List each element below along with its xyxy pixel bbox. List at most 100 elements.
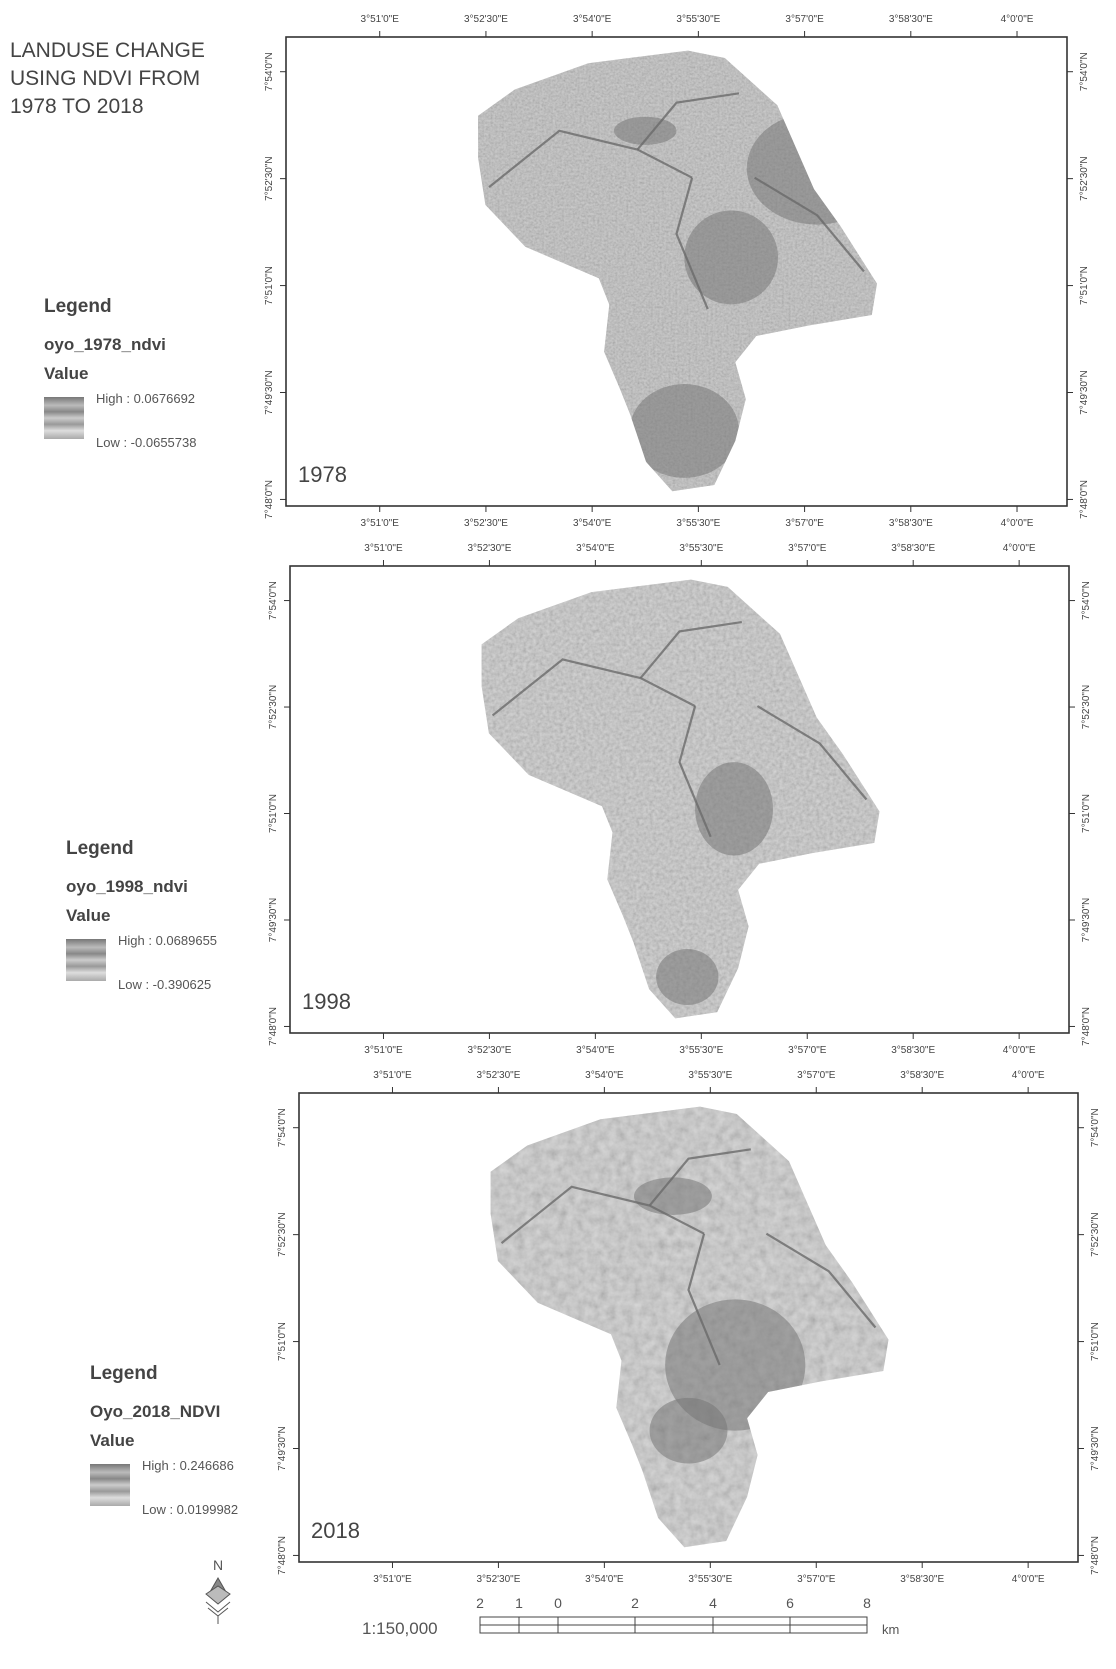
x-tick-label: 4°0'0"E	[1012, 1070, 1045, 1081]
dark-area	[656, 949, 718, 1005]
legend-layer: oyo_1978_ndvi	[44, 335, 166, 354]
x-tick-label: 4°0'0"E	[1003, 543, 1036, 554]
y-tick-label: 7°54'0"N	[277, 1108, 288, 1147]
y-tick-label: 7°51'0"N	[277, 1322, 288, 1361]
scale-label: 4	[709, 1595, 717, 1611]
y-tick-label: 7°49'30"N	[1081, 898, 1092, 943]
legend: LegendOyo_2018_NDVIValueHigh : 0.246686L…	[90, 1363, 238, 1517]
y-tick-label: 7°49'30"N	[268, 898, 279, 943]
y-tick-label: 7°48'0"N	[1090, 1536, 1101, 1575]
y-tick-label: 7°52'30"N	[1079, 156, 1090, 201]
y-tick-label: 7°48'0"N	[268, 1007, 279, 1046]
x-tick-label: 3°54'0"E	[573, 518, 612, 529]
x-tick-label: 3°57'0"E	[788, 543, 827, 554]
dark-area	[634, 1177, 712, 1215]
legend: Legendoyo_1978_ndviValueHigh : 0.0676692…	[44, 296, 196, 450]
x-tick-label: 3°54'0"E	[576, 1045, 615, 1056]
y-tick-label: 7°52'30"N	[268, 685, 279, 730]
x-tick-label: 3°57'0"E	[785, 14, 824, 25]
x-tick-label: 3°58'30"E	[891, 543, 935, 554]
y-tick-label: 7°52'30"N	[1090, 1212, 1101, 1257]
x-tick-label: 3°57'0"E	[797, 1070, 836, 1081]
x-tick-label: 3°52'30"E	[476, 1574, 520, 1585]
x-tick-label: 3°58'30"E	[900, 1070, 944, 1081]
y-tick-label: 7°51'0"N	[268, 794, 279, 833]
dark-area	[747, 112, 888, 225]
y-tick-label: 7°49'30"N	[264, 370, 275, 415]
x-tick-label: 3°58'30"E	[889, 14, 933, 25]
x-tick-label: 3°55'30"E	[676, 14, 720, 25]
x-tick-label: 3°55'30"E	[679, 1045, 723, 1056]
x-tick-label: 3°58'30"E	[900, 1574, 944, 1585]
x-tick-label: 3°58'30"E	[891, 1045, 935, 1056]
x-tick-label: 3°51'0"E	[364, 1045, 403, 1056]
x-tick-label: 3°51'0"E	[364, 543, 403, 554]
legend-field: Value	[44, 364, 88, 383]
y-tick-label: 7°48'0"N	[277, 1536, 288, 1575]
y-tick-label: 7°54'0"N	[1081, 581, 1092, 620]
legend-low: Low : -0.390625	[118, 977, 211, 992]
x-tick-label: 3°54'0"E	[585, 1574, 624, 1585]
y-tick-label: 7°49'30"N	[277, 1426, 288, 1471]
y-tick-label: 7°48'0"N	[264, 480, 275, 519]
map-panel: 3°51'0"E3°51'0"E3°52'30"E3°52'30"E3°54'0…	[268, 543, 1092, 1056]
scale-label: 6	[786, 1595, 794, 1611]
y-tick-label: 7°48'0"N	[1079, 480, 1090, 519]
scale-label: 1	[515, 1595, 523, 1611]
legend-low: Low : 0.0199982	[142, 1502, 238, 1517]
scale-segment	[713, 1617, 790, 1625]
x-tick-label: 3°51'0"E	[373, 1574, 412, 1585]
title-line: 1978 TO 2018	[10, 95, 144, 118]
scale-segment	[635, 1625, 713, 1633]
y-tick-label: 7°51'0"N	[1090, 1322, 1101, 1361]
texture-group	[299, 1093, 1078, 1562]
scale-label: 2	[476, 1595, 484, 1611]
legend-high: High : 0.0689655	[118, 933, 217, 948]
texture-group	[290, 566, 1069, 1033]
y-tick-label: 7°49'30"N	[1090, 1426, 1101, 1471]
legend-high: High : 0.0676692	[96, 391, 195, 406]
x-tick-label: 3°52'30"E	[464, 518, 508, 529]
y-tick-label: 7°54'0"N	[264, 52, 275, 91]
x-tick-label: 3°54'0"E	[573, 14, 612, 25]
legend-swatch	[90, 1464, 130, 1506]
x-tick-label: 3°54'0"E	[576, 543, 615, 554]
y-tick-label: 7°54'0"N	[1090, 1108, 1101, 1147]
y-tick-label: 7°48'0"N	[1081, 1007, 1092, 1046]
body: N LANDUSE CHANGE USING NDVI FROM 1978 TO 2…	[0, 0, 1116, 1664]
y-tick-label: 7°51'0"N	[1079, 266, 1090, 305]
x-tick-label: 3°55'30"E	[679, 543, 723, 554]
x-tick-label: 3°51'0"E	[361, 518, 400, 529]
north-arrow: N	[206, 1557, 230, 1624]
x-tick-label: 3°55'30"E	[676, 518, 720, 529]
y-tick-label: 7°54'0"N	[1079, 52, 1090, 91]
scale-segment	[790, 1625, 867, 1633]
map-panel: 3°51'0"E 3°51'0"E 3°52'30"E 3°52'30"E 3°54'0…	[264, 14, 1090, 529]
scale-segment	[480, 1617, 519, 1625]
scale-label: 0	[554, 1595, 562, 1611]
scale-ratio: 1:150,000	[362, 1619, 438, 1638]
scale-label: 2	[631, 1595, 639, 1611]
legend-layer: Oyo_2018_NDVI	[90, 1402, 220, 1421]
legend-low: Low : -0.0655738	[96, 435, 196, 450]
title-line: USING NDVI FROM	[10, 67, 200, 90]
texture-group	[286, 37, 1067, 506]
dark-area	[684, 211, 778, 305]
title-line: LANDUSE CHANGE	[10, 39, 205, 62]
dark-area	[630, 384, 739, 478]
legend-heading: Legend	[90, 1363, 158, 1384]
x-tick-label: 3°54'0"E	[585, 1070, 624, 1081]
y-tick-label: 7°52'30"N	[277, 1212, 288, 1257]
x-tick-label: 3°52'30"E	[464, 14, 508, 25]
y-tick-label: 7°52'30"N	[1081, 685, 1092, 730]
x-tick-label: 3°58'30"E	[889, 518, 933, 529]
x-tick-label: 4°0'0"E	[1003, 1045, 1036, 1056]
x-tick-label: 4°0'0"E	[1012, 1574, 1045, 1585]
x-tick-label: 4°0'0"E	[1001, 14, 1034, 25]
legend-heading: Legend	[66, 838, 134, 859]
x-tick-label: 3°57'0"E	[788, 1045, 827, 1056]
legend-field: Value	[66, 906, 110, 925]
x-tick-label: 3°52'30"E	[467, 1045, 511, 1056]
scale-segment	[519, 1625, 558, 1633]
x-tick-label: 3°51'0"E	[361, 14, 400, 25]
